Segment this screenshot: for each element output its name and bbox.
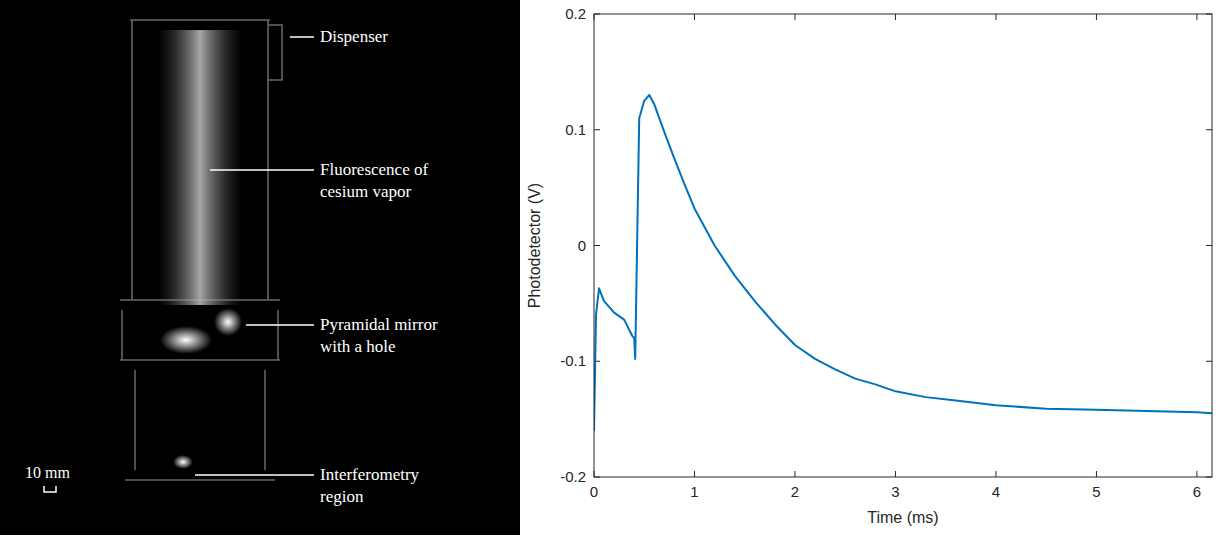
y-tick-label: -0.1 (560, 352, 586, 369)
x-axis-title: Time (ms) (867, 509, 938, 526)
plot-area (594, 14, 1212, 477)
dispenser-port (268, 25, 282, 80)
x-tick-label: 5 (1092, 483, 1100, 500)
scale-bar-label: 10 mm (25, 464, 70, 481)
y-tick (1206, 129, 1212, 130)
x-tick-label: 6 (1193, 483, 1201, 500)
y-tick-label: 0.1 (565, 121, 586, 138)
label-leader (210, 169, 314, 171)
x-tick (1196, 14, 1197, 20)
y-tick-label: 0 (578, 237, 586, 254)
photo-label: Fluorescence ofcesium vapor (320, 160, 428, 201)
chart: 0 1 2 3 4 5 6 -0.2 -0.1 0 0.1 0.2 Time (ms) Photodete… (526, 5, 1212, 526)
label-leader (290, 36, 314, 38)
x-tick (895, 471, 896, 477)
mirror-holder (120, 300, 280, 360)
label-leader (246, 324, 314, 326)
photo-panel: Dispenser Fluorescence ofcesium vapor Pyra… (0, 0, 520, 535)
x-tick-label: 0 (590, 483, 598, 500)
vacuum-tube (120, 20, 282, 480)
label-leader (195, 474, 314, 476)
data-line (594, 95, 1212, 431)
y-tick (1206, 361, 1212, 362)
photo-background (0, 0, 520, 535)
x-tick (1096, 14, 1097, 20)
y-tick (1206, 245, 1212, 246)
interferometry-spot (173, 455, 193, 469)
x-tick (794, 471, 795, 477)
cesium-fluorescence (158, 30, 242, 305)
interferometry-cell (125, 370, 275, 480)
scale-bar (44, 486, 56, 492)
y-tick-label: -0.2 (560, 468, 586, 485)
x-tick (694, 471, 695, 477)
x-tick (1196, 471, 1197, 477)
x-tick (895, 14, 896, 20)
x-tick (995, 471, 996, 477)
y-tick (594, 129, 600, 130)
x-tick-label: 3 (891, 483, 899, 500)
photo-label: Interferometryregion (320, 465, 420, 506)
plot-frame (594, 14, 1212, 477)
photo-label: Dispenser (320, 27, 388, 46)
x-tick-label: 4 (992, 483, 1000, 500)
mirror-reflection (214, 308, 242, 336)
x-tick (694, 14, 695, 20)
x-tick (794, 14, 795, 20)
y-axis-title: Photodetector (V) (526, 183, 543, 308)
y-tick (594, 245, 600, 246)
figure: Dispenser Fluorescence ofcesium vapor Pyra… (0, 0, 1225, 535)
x-tick-label: 1 (690, 483, 698, 500)
x-tick (1096, 471, 1097, 477)
x-tick-label: 2 (791, 483, 799, 500)
mirror-reflection (160, 326, 212, 354)
data-group (594, 95, 1212, 431)
photo-label: Pyramidal mirrorwith a hole (320, 315, 438, 356)
y-tick-label: 0.2 (565, 5, 586, 22)
x-tick (995, 14, 996, 20)
